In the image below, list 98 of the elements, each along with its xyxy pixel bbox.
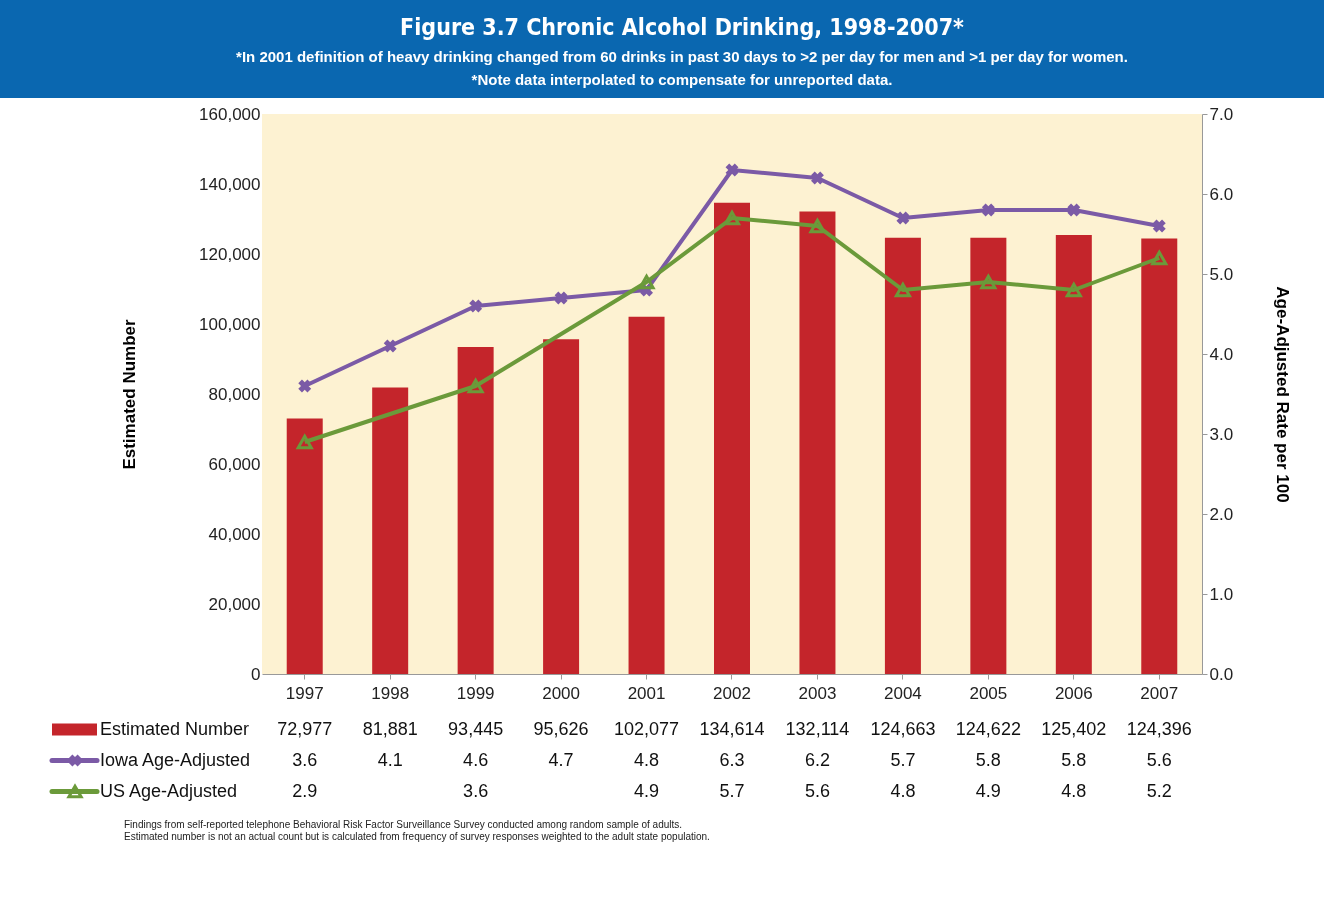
y2-tick-label: 5.0 xyxy=(1209,264,1234,284)
y2-tick-label: 4.0 xyxy=(1209,344,1234,364)
text: Estimated number is not an actual count but is calculated from frequency of survey responses weighted to the adult state population. xyxy=(124,831,710,842)
point xyxy=(981,203,995,217)
legend-label: Iowa Age-Adjusted xyxy=(100,749,251,770)
x-tick-label: 1999 xyxy=(456,683,495,703)
data-label: 4.8 xyxy=(890,780,916,801)
data-label: 124,396 xyxy=(1126,718,1192,739)
data-label: 102,077 xyxy=(614,718,680,739)
data-label: 4.7 xyxy=(548,749,574,770)
data-label: 132,114 xyxy=(785,718,850,739)
data-label: 5.8 xyxy=(1061,749,1087,770)
chart-title: Figure 3.7 Chronic Alcohol Drinking, 1998-2007* xyxy=(400,14,965,40)
y-tick-label: 80,000 xyxy=(208,384,261,404)
y-tick-label: 140,000 xyxy=(199,174,261,194)
data-label: 95,626 xyxy=(533,718,589,739)
data-label: 5.8 xyxy=(975,749,1001,770)
data-label: 124,622 xyxy=(955,718,1021,739)
data-label: 6.3 xyxy=(719,749,745,770)
point xyxy=(809,218,826,234)
point xyxy=(723,210,741,226)
x-tick-label: 2004 xyxy=(884,683,922,703)
y2-axis-title: Age-Adjusted Rate per 100 xyxy=(1273,286,1293,503)
point xyxy=(1065,282,1082,298)
y-tick-label: 120,000 xyxy=(199,244,261,264)
point xyxy=(980,274,997,290)
text: Findings from self-reported telephone Behavioral Risk Factor Surveillance Survey conducted among random sample of adults. xyxy=(124,819,683,830)
bar xyxy=(884,237,921,674)
bar xyxy=(799,211,836,674)
y-tick-label: 100,000 xyxy=(199,314,261,334)
point xyxy=(296,434,313,450)
x-tick-label: 2001 xyxy=(627,683,666,703)
data-label: 81,881 xyxy=(362,718,418,739)
data-label: 6.2 xyxy=(804,749,830,770)
chart-subtitle: *In 2001 definition of heavy drinking changed from 60 drinks in past 30 days to >2 per day for men and >1 per day for women. *Note data interpolated to compensate for unreported data. xyxy=(236,48,1128,88)
x-tick-label: 1998 xyxy=(371,683,410,703)
data-label: 4.9 xyxy=(975,780,1001,801)
bar xyxy=(1055,235,1092,674)
data-label: 93,445 xyxy=(448,718,504,739)
x-tick-label: 2007 xyxy=(1140,683,1179,703)
data-label: 124,663 xyxy=(870,718,936,739)
point xyxy=(638,274,655,290)
legend-label: US Age-Adjusted xyxy=(100,780,238,801)
bar xyxy=(372,387,409,674)
x-tick-label: 2006 xyxy=(1054,683,1093,703)
data-label: 4.8 xyxy=(1061,780,1087,801)
x-tick-label: 2000 xyxy=(542,683,581,703)
y-tick-label: 20,000 xyxy=(208,594,261,614)
x-tick-label: 1997 xyxy=(285,683,324,703)
data-label: 3.6 xyxy=(463,780,489,801)
data-label: 5.6 xyxy=(804,780,830,801)
data-label: 3.6 xyxy=(292,749,318,770)
point xyxy=(1151,250,1168,266)
legend-label: Estimated Number xyxy=(100,718,250,739)
data-label: 4.8 xyxy=(634,749,660,770)
data-label: 5.7 xyxy=(719,780,745,801)
data-label: 5.2 xyxy=(1146,780,1172,801)
y-tick-label: 0 xyxy=(251,664,261,684)
bar xyxy=(1141,238,1178,674)
data-label: 5.6 xyxy=(1146,749,1172,770)
bar xyxy=(286,418,323,674)
y2-tick-label: 0.0 xyxy=(1209,664,1234,684)
point xyxy=(298,379,312,393)
bar xyxy=(970,237,1007,674)
y2-tick-label: 7.0 xyxy=(1209,104,1234,124)
data-label: 5.7 xyxy=(890,749,916,770)
y-tick-label: 160,000 xyxy=(199,104,261,124)
point xyxy=(1152,219,1166,233)
data-label: 72,977 xyxy=(277,718,333,739)
y-tick-label: 40,000 xyxy=(208,524,261,544)
x-tick-label: 2003 xyxy=(798,683,837,703)
point xyxy=(725,163,739,177)
x-tick-label: 2005 xyxy=(969,683,1008,703)
bar xyxy=(543,339,580,674)
y2-tick-label: 1.0 xyxy=(1209,584,1234,604)
data-label: 125,402 xyxy=(1041,718,1107,739)
y2-tick-label: 3.0 xyxy=(1209,424,1234,444)
data-label: 4.1 xyxy=(377,749,403,770)
point xyxy=(811,171,824,185)
y-axis-title: Estimated Number xyxy=(120,319,140,470)
point xyxy=(469,299,483,313)
point xyxy=(467,378,484,394)
bar xyxy=(714,202,750,674)
point xyxy=(383,339,397,353)
point xyxy=(1067,203,1081,217)
bar xyxy=(457,346,494,674)
point xyxy=(896,211,910,225)
y2-tick-label: 2.0 xyxy=(1209,504,1234,524)
point xyxy=(554,291,568,305)
data-label: 4.9 xyxy=(634,780,660,801)
data-label: 2.9 xyxy=(292,780,318,801)
data-label: 4.6 xyxy=(463,749,489,770)
point xyxy=(894,282,911,298)
y-tick-label: 60,000 xyxy=(208,454,261,474)
x-tick-label: 2002 xyxy=(713,683,751,703)
data-label: 134,614 xyxy=(699,718,765,739)
bar xyxy=(628,316,665,674)
y2-tick-label: 6.0 xyxy=(1209,184,1234,204)
